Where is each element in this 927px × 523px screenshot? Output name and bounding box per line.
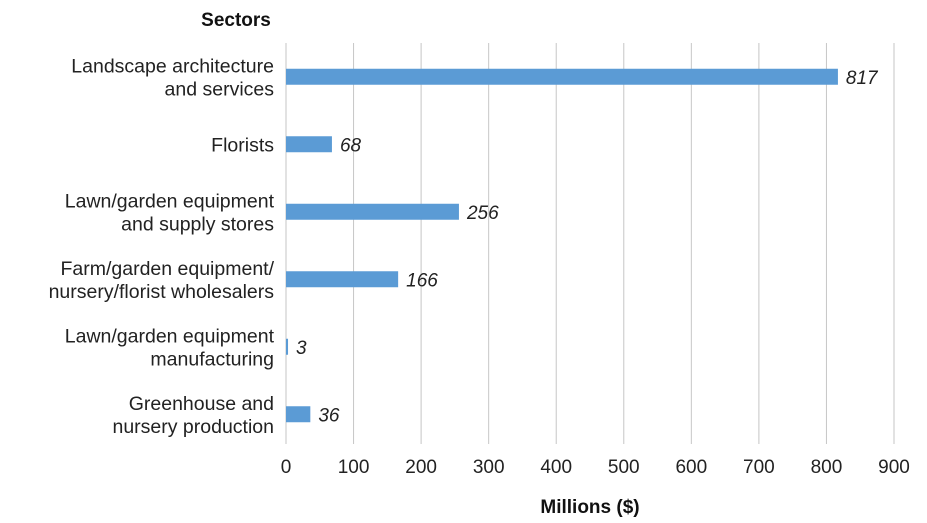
x-tick-label: 200 [405,457,437,478]
bar [286,68,838,85]
category-label: Lawn/garden equipment [65,190,275,212]
bar [286,338,289,355]
x-tick-labels: 0 100 200 300 400 500 600 700 800 900 [281,457,910,478]
y-axis-title: Sectors [201,10,271,31]
category-label: manufacturing [150,348,274,370]
x-tick-label: 600 [675,457,707,478]
category-label: Landscape architecture [71,55,274,77]
category-label: and supply stores [121,213,274,235]
x-tick-label: 500 [608,457,640,478]
category-label: Lawn/garden equipment [65,325,275,347]
data-label: 68 [340,135,362,156]
data-labels: 817 68 256 166 3 36 [296,68,879,427]
bars [286,68,838,423]
data-label: 3 [296,338,307,359]
x-axis-title: Millions ($) [540,497,639,518]
bar [286,203,459,220]
category-label: Florists [211,134,274,156]
x-tick-label: 400 [540,457,572,478]
data-label: 256 [466,203,499,224]
x-tick-label: 300 [473,457,505,478]
category-label: nursery production [112,416,274,438]
bar [286,406,311,423]
x-tick-label: 100 [338,457,370,478]
bar [286,271,399,288]
x-tick-label: 0 [281,457,292,478]
gridlines [285,43,895,444]
data-label: 166 [406,270,438,291]
category-label: and services [165,78,275,100]
data-label: 36 [318,405,340,426]
x-tick-label: 900 [878,457,910,478]
data-label: 817 [846,68,879,89]
category-label: Farm/garden equipment/ [60,258,274,280]
x-tick-label: 700 [743,457,775,478]
x-tick-label: 800 [811,457,843,478]
bar [286,136,332,153]
category-label: Greenhouse and [129,393,274,415]
category-label: nursery/florist wholesalers [49,281,275,303]
